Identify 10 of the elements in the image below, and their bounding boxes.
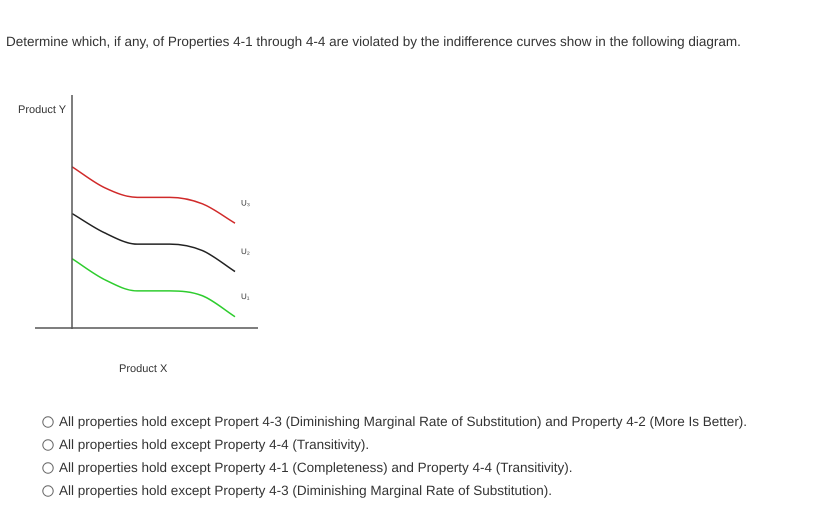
x-axis-title: Product X	[119, 363, 168, 375]
text: U₃	[241, 198, 250, 208]
text: All properties hold except Property 4-4 (Transitivity).	[59, 437, 370, 452]
y-axis-title: Product Y	[18, 104, 66, 116]
text: All properties hold except Property 4-1 (Completeness) and Property 4-4 (Transitivity).	[59, 460, 572, 475]
text: All properties hold except Propert 4-3 (Diminishing Marginal Rate of Substitution) and Property 4-2 (More Is Better).	[59, 414, 748, 429]
text: U₁	[241, 292, 250, 301]
text: U₂	[241, 246, 250, 256]
text: Determine which, if any, of Properties 4-1 through 4-4 are violated by the indifference curves show in the following diagram.	[6, 34, 741, 49]
text: All properties hold except Property 4-3 (Diminishing Marginal Rate of Substitution).	[59, 483, 552, 498]
